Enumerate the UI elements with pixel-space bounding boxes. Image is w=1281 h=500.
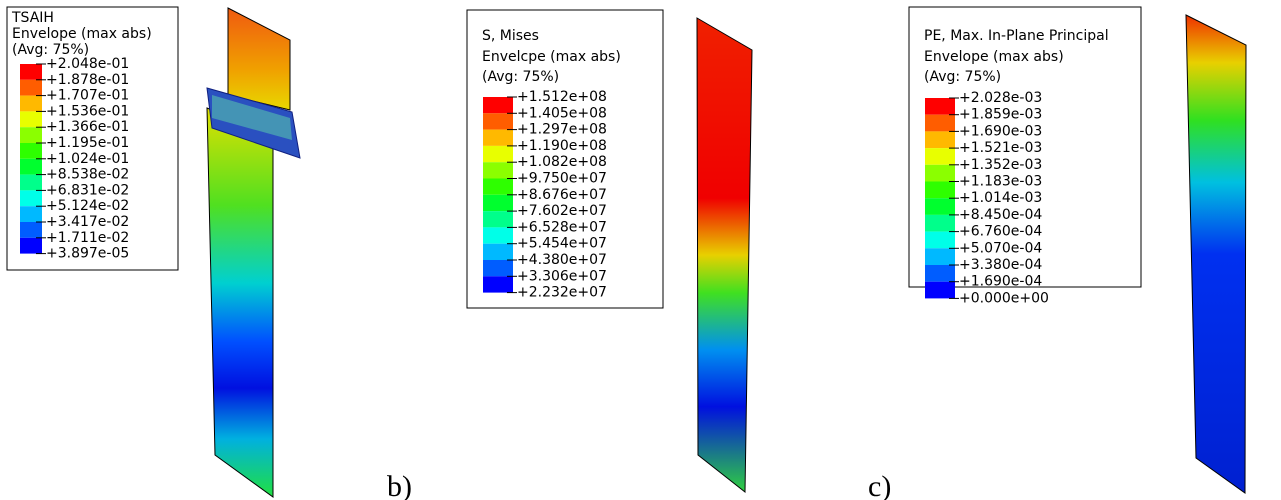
legend-label: +1.711e-02: [46, 230, 129, 246]
legend-label: +3.897e-05: [46, 246, 129, 262]
legend-label: +4.380e+07: [517, 252, 607, 268]
legend-swatch: [483, 97, 513, 114]
lower-plate: [206, 107, 274, 498]
legend-label: +1.536e-01: [46, 103, 129, 119]
legend-swatch: [483, 194, 513, 212]
legend-label: +2.028e-03: [959, 90, 1042, 106]
legend-swatch: [483, 243, 513, 260]
legend-label: +6.760e-04: [959, 224, 1042, 240]
legend-swatch: [20, 237, 42, 254]
legend-swatch: [925, 114, 955, 132]
legend-title: (Avg: 75%): [924, 69, 1001, 85]
legend-swatch: [20, 143, 42, 159]
legend-swatch: [925, 198, 955, 215]
legend-swatch: [20, 174, 42, 191]
legend-label: +1.082e+08: [517, 154, 607, 170]
legend-swatch: [483, 211, 513, 228]
legend-swatch: [483, 145, 513, 163]
legend-label: +2.048e-01: [46, 56, 129, 72]
legend-label: +1.405e+08: [517, 105, 607, 121]
legend-swatch: [925, 231, 955, 249]
legend-label: +1.014e-03: [959, 190, 1042, 206]
legend-swatch: [20, 95, 42, 112]
legend-swatch: [483, 260, 513, 277]
legend-label: +6.831e-02: [46, 182, 129, 198]
legend-title: TSAIH: [11, 10, 54, 26]
legend-label: +8.538e-02: [46, 167, 129, 183]
legend-swatch: [925, 98, 955, 115]
panel-label: b): [387, 470, 412, 500]
legend-swatch: [925, 248, 955, 265]
legend-title: PE, Max. In-Plane Principal: [924, 28, 1109, 44]
legend-label: +7.602e+07: [517, 203, 607, 219]
legend-title: S, Mises: [482, 28, 539, 44]
legend-swatch: [483, 113, 513, 130]
legend-label: +1.183e-03: [959, 174, 1042, 190]
legend-label: +3.380e-04: [959, 257, 1042, 273]
adhesive-core: [212, 95, 292, 140]
legend-label: +1.521e-03: [959, 140, 1042, 156]
legend-label: +1.352e-03: [959, 157, 1042, 173]
legend-swatch: [925, 214, 955, 232]
legend-label: +1.297e+08: [517, 122, 607, 138]
legend-swatch: [20, 64, 42, 80]
legend-label: +2.232e+07: [517, 285, 607, 301]
legend-label: +5.070e-04: [959, 240, 1042, 256]
plate: [696, 17, 753, 494]
legend-swatch: [483, 162, 513, 179]
legend-swatch: [483, 276, 513, 293]
legend-label: +3.306e+07: [517, 268, 607, 284]
legend-swatch: [925, 148, 955, 165]
legend-swatch: [925, 281, 955, 299]
legend-swatch: [20, 206, 42, 222]
plate: [1185, 14, 1247, 494]
legend-swatch: [483, 178, 513, 195]
legend-label: +1.878e-01: [46, 72, 129, 88]
legend-swatch: [20, 222, 42, 238]
legend-swatch: [20, 190, 42, 207]
legend-label: +8.676e+07: [517, 187, 607, 203]
legend-label: +8.450e-04: [959, 207, 1042, 223]
legend-swatch: [925, 181, 955, 199]
legend-label: +1.190e+08: [517, 138, 607, 154]
legend-swatch: [925, 164, 955, 182]
legend-label: +1.690e-03: [959, 123, 1042, 139]
panel-label: c): [868, 470, 891, 500]
legend-label: +1.512e+08: [517, 89, 607, 105]
legend-label: +0.000e+00: [959, 290, 1049, 306]
legend-label: +1.690e-04: [959, 274, 1042, 290]
legend-label: +1.195e-01: [46, 135, 129, 151]
legend-label: +1.366e-01: [46, 119, 129, 135]
legend-title: (Avg: 75%): [482, 69, 559, 85]
upper-plate: [227, 7, 291, 111]
legend-label: +6.528e+07: [517, 219, 607, 235]
legend-swatch: [20, 127, 42, 143]
legend-label: +1.024e-01: [46, 151, 129, 167]
legend-swatch: [20, 111, 42, 128]
legend-label: +5.454e+07: [517, 236, 607, 252]
legend-label: +3.417e-02: [46, 214, 129, 230]
legend-title: (Avg: 75%): [12, 42, 89, 58]
legend-title: Envelope (max abs): [12, 26, 152, 42]
legend-label: +5.124e-02: [46, 198, 129, 214]
legend-label: +1.707e-01: [46, 88, 129, 104]
legend-swatch: [925, 131, 955, 149]
legend-title: Envelope (max abs): [924, 49, 1064, 65]
legend-swatch: [20, 158, 42, 175]
legend-swatch: [483, 227, 513, 244]
legend-swatch: [483, 129, 513, 146]
legend-swatch: [20, 79, 42, 96]
legend-label: +1.859e-03: [959, 107, 1042, 123]
legend-title: Envelcpe (max abs): [482, 49, 621, 65]
legend-swatch: [925, 265, 955, 282]
legend-label: +9.750e+07: [517, 171, 607, 187]
